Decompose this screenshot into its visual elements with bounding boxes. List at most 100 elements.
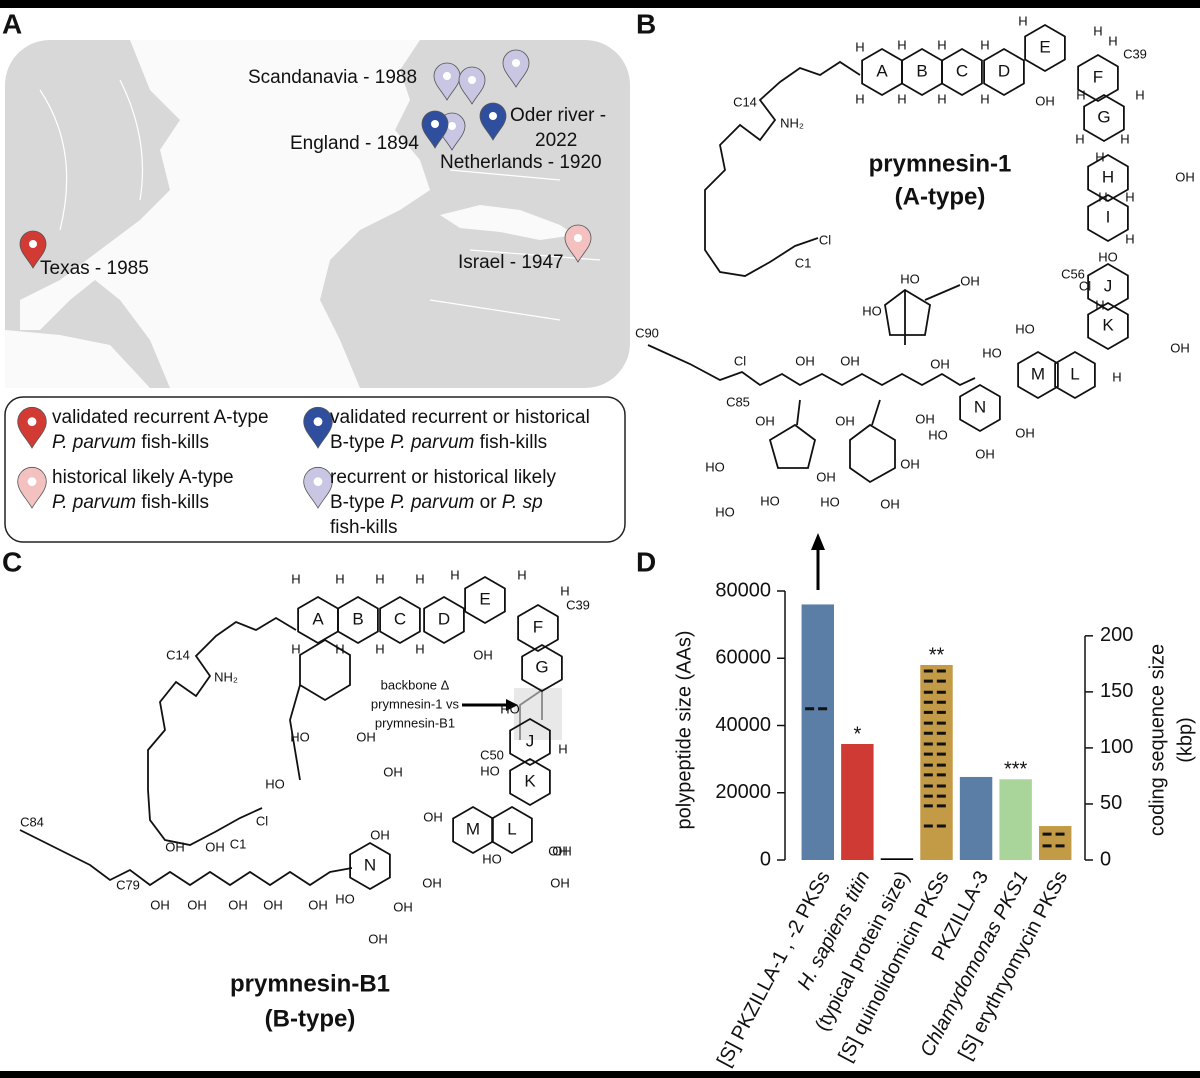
atom-label: H	[291, 571, 300, 586]
atom-label: H	[1095, 149, 1104, 164]
legend-segment: validated recurrent or historical	[330, 407, 590, 428]
atom-label: OH	[422, 875, 442, 890]
bar	[920, 664, 953, 860]
bottom-border	[0, 1071, 1200, 1078]
atom-label: OH	[795, 353, 815, 368]
y2-axis-label: (kbp)	[1174, 717, 1196, 763]
atom-label: H	[1075, 131, 1084, 146]
pin	[17, 406, 47, 449]
bar-note: *	[853, 723, 861, 745]
atom-label: H	[855, 91, 864, 106]
legend-segment: P. parvum	[52, 432, 136, 453]
atom-label: H	[375, 641, 384, 656]
bar	[1038, 826, 1072, 860]
ring	[1087, 153, 1129, 203]
atom-label: H	[415, 571, 424, 586]
legend-segment: validated recurrent A-type	[52, 407, 269, 428]
pin-dot	[27, 477, 37, 486]
atom-label: H	[1112, 369, 1121, 384]
y2-tick-label: 100	[1100, 736, 1133, 758]
ring	[517, 603, 559, 653]
atom-label: OH	[915, 411, 935, 426]
pin	[303, 406, 333, 449]
bar	[841, 743, 874, 860]
atom-label: H	[1125, 189, 1134, 204]
bar	[959, 776, 993, 860]
map-label: Texas - 1985	[40, 258, 149, 279]
legend-text: B-type P. parvum fish-kills	[330, 432, 547, 453]
ring	[464, 575, 506, 625]
atom-label: H	[1098, 189, 1107, 204]
ring-label: K	[524, 771, 536, 790]
legend-segment: historical likely A-type	[52, 467, 234, 488]
atom-label: Cl	[734, 353, 746, 368]
pin	[421, 110, 449, 149]
atom-label: H	[980, 91, 989, 106]
note-arrowhead	[506, 699, 518, 711]
legend-text: P. parvum fish-kills	[52, 432, 209, 453]
borders	[39, 79, 601, 321]
atom-label: C50	[480, 747, 504, 762]
atom-label: OH	[552, 843, 572, 858]
atom-label: C1	[230, 836, 247, 851]
ring-label: K	[1102, 315, 1114, 334]
atom-label: H	[855, 39, 864, 54]
ring	[509, 717, 551, 767]
atom-label: OH	[930, 356, 950, 371]
ring	[941, 47, 983, 97]
pin	[303, 466, 333, 509]
legend-text: fish-kills	[330, 517, 398, 538]
ring-label: D	[998, 61, 1010, 80]
ring-label: G	[535, 657, 548, 676]
atom-label: C1	[795, 255, 812, 270]
atom-label: HO	[290, 729, 310, 744]
panel-label: D	[636, 546, 656, 577]
atom-label: C14	[733, 94, 757, 109]
pin	[502, 49, 530, 88]
ring-label: L	[507, 819, 516, 838]
pin-dot	[489, 112, 497, 120]
chem-title: (B-type)	[265, 1005, 356, 1032]
atom-label: H	[937, 91, 946, 106]
atom-label: OH	[368, 931, 388, 946]
panel-label: A	[2, 8, 22, 39]
note: prymnesin-1 vs	[371, 696, 460, 711]
atom-label: OH	[383, 764, 403, 779]
pin-dot	[313, 417, 323, 426]
atom-label: OH	[370, 827, 390, 842]
atom-label: HO	[715, 504, 735, 519]
atom-label: OH	[308, 897, 328, 912]
legend-segment: B-type	[330, 492, 390, 513]
legend-segment: fish-kills	[136, 492, 209, 513]
pin	[479, 102, 507, 141]
ring-label: J	[1104, 276, 1113, 295]
prymnesin-1-structure	[647, 60, 976, 484]
atom-label: OH	[150, 897, 170, 912]
map-label: Israel - 1947	[458, 252, 564, 273]
panel-label: C	[2, 546, 22, 577]
atom-label: C85	[726, 394, 750, 409]
atom-label: NH₂	[780, 115, 804, 130]
ring-label: B	[916, 61, 927, 80]
ring-label: I	[1106, 207, 1111, 226]
ring	[349, 841, 391, 891]
atom-label: H	[335, 641, 344, 656]
ring-label: A	[876, 61, 888, 80]
ring	[983, 47, 1025, 97]
legend-segment: P. parvum	[52, 492, 136, 513]
ring-label: B	[352, 609, 363, 628]
atom-label: OH	[1175, 169, 1195, 184]
ring-label: D	[438, 609, 450, 628]
map-label: 2022	[535, 130, 577, 151]
ring-label: M	[466, 819, 480, 838]
arrowhead	[811, 533, 825, 550]
y-tick-label: 0	[760, 848, 771, 870]
ring	[452, 805, 494, 855]
atom-label: Cl	[256, 813, 268, 828]
atom-label: HO	[982, 345, 1002, 360]
atom-label: H	[560, 583, 569, 598]
legend-text: P. parvum fish-kills	[52, 492, 209, 513]
atom-label: OH	[473, 647, 493, 662]
atom-label: OH	[228, 897, 248, 912]
